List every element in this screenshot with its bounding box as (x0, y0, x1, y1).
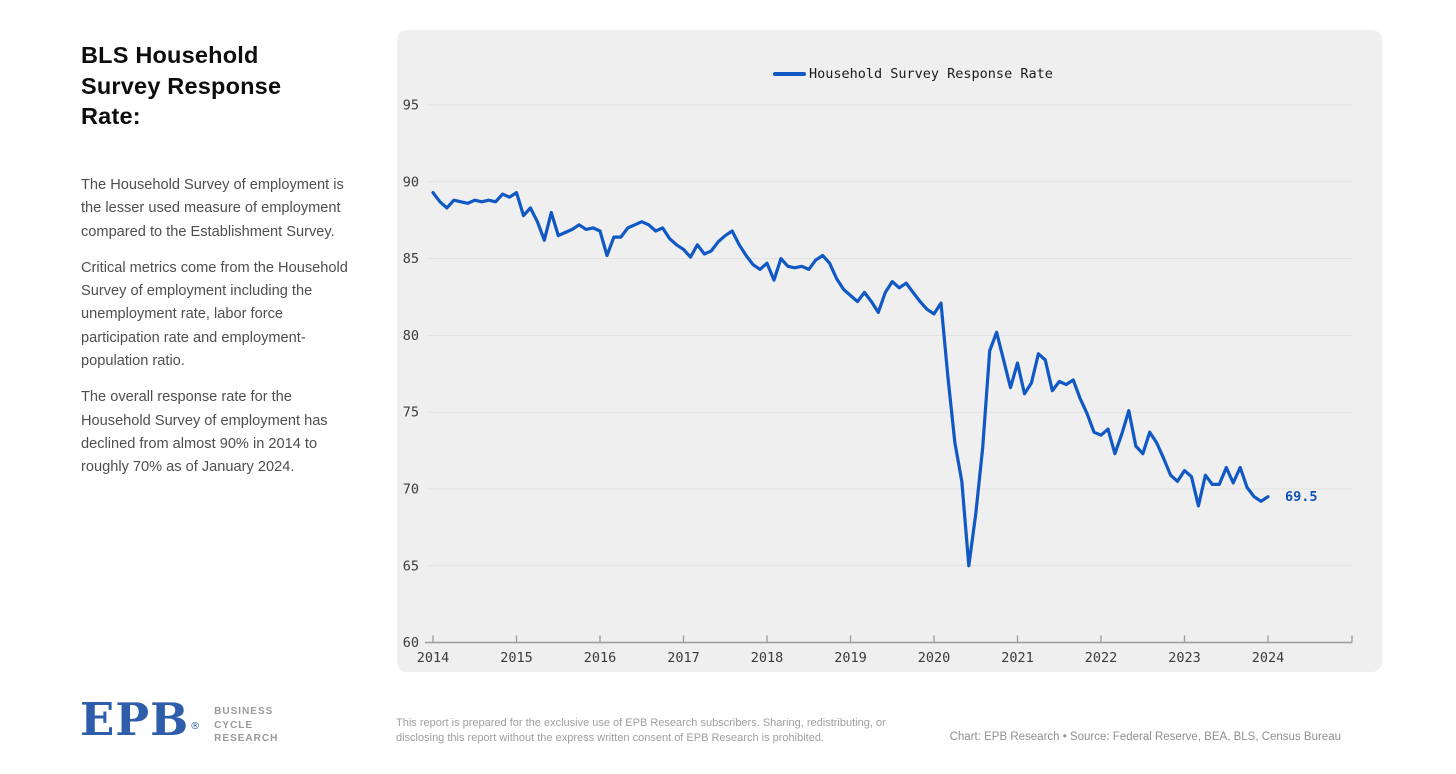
registered-mark-icon: ® (190, 720, 201, 732)
chart-panel: Household Survey Response Rate 95 90 85 80 7… (397, 30, 1382, 672)
last-value-label: 69.5 (1285, 489, 1318, 505)
y-tick-label: 65 (403, 558, 419, 574)
x-tick-label: 2019 (834, 650, 867, 666)
x-tick-label: 2017 (667, 650, 700, 666)
logo-subtitle-line-3: RESEARCH (214, 733, 279, 744)
logo-subtitle: BUSINESS CYCLE RESEARCH (214, 705, 278, 746)
footer-disclaimer: This report is prepared for the exclusiv… (396, 717, 886, 744)
x-tick-label: 2015 (500, 650, 533, 666)
sidebar-paragraph-1: The Household Survey of employment is th… (81, 177, 344, 240)
x-tick-label: 2023 (1168, 650, 1201, 666)
x-tick-label: 2021 (1001, 650, 1034, 666)
y-tick-label: 95 (403, 98, 419, 114)
y-tick-label: 85 (403, 251, 419, 267)
legend-label: Household Survey Response Rate (809, 66, 1053, 82)
page-title: BLS Household Survey Response Rate: (81, 42, 282, 129)
footer-logo: EPB® BUSINESS CYCLE RESEARCH (80, 694, 278, 746)
logo-subtitle-line-1: BUSINESS (214, 706, 274, 717)
x-tick-label: 2024 (1252, 650, 1285, 666)
y-tick-label: 60 (403, 635, 419, 651)
footer-attribution: Chart: EPB Research • Source: Federal Re… (949, 731, 1341, 743)
response-rate-line (431, 191, 1270, 568)
sidebar-paragraph-3: The overall response rate for the Househ… (81, 389, 328, 476)
logo-subtitle-line-2: CYCLE (214, 719, 254, 731)
x-tick-label: 2020 (918, 650, 951, 666)
sidebar: BLS Household Survey Response Rate: The … (81, 40, 361, 475)
sidebar-paragraph-2: Critical metrics come from the Household… (81, 259, 348, 370)
sidebar-copy: The Household Survey of employment is th… (81, 174, 353, 493)
x-tick-label: 2018 (751, 650, 784, 666)
chart-legend: Household Survey Response Rate (773, 66, 1053, 82)
x-tick-label: 2022 (1085, 650, 1118, 666)
y-tick-label: 90 (403, 174, 419, 190)
epb-logo-text: EPB (80, 693, 190, 746)
y-tick-label: 75 (403, 405, 419, 421)
legend-line-swatch-icon (773, 72, 806, 76)
y-tick-label: 80 (403, 328, 419, 344)
y-tick-label: 70 (403, 482, 419, 498)
epb-logo: EPB® (80, 694, 200, 746)
x-tick-label: 2014 (417, 650, 450, 666)
x-tick-label: 2016 (584, 650, 617, 666)
